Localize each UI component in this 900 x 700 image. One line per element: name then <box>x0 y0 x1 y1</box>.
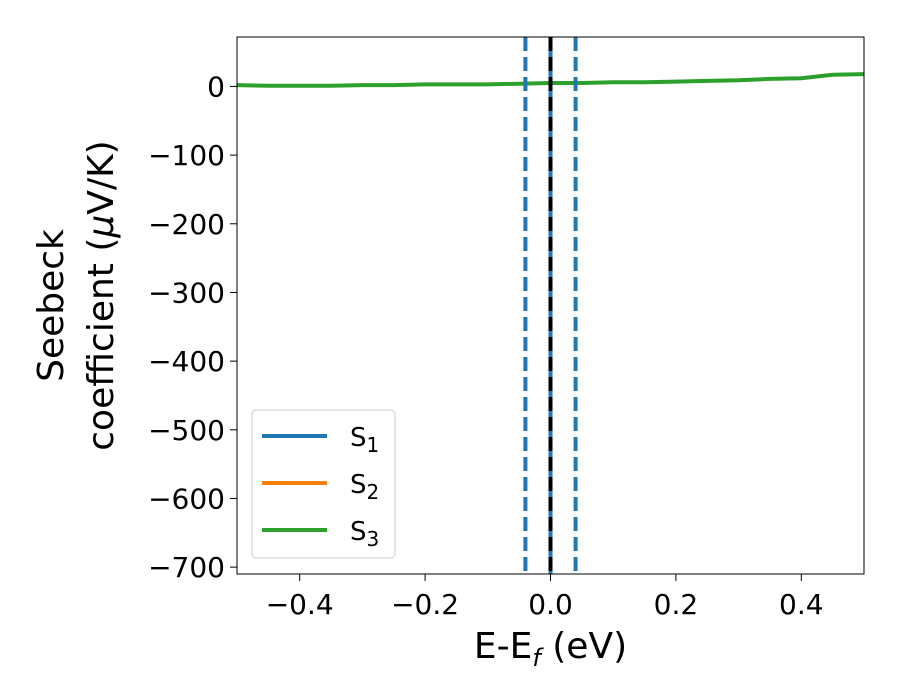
reference-lines <box>523 37 578 574</box>
y-axis-label-unit: V/K) <box>81 140 122 214</box>
y-tick-label: −700 <box>148 551 225 584</box>
y-axis-label-line2: coefficient (μV/K) <box>81 140 122 450</box>
legend: S1 S2 S3 <box>251 409 396 559</box>
x-tick-label: 0.4 <box>779 588 824 621</box>
y-tick-label: 0 <box>207 70 225 103</box>
y-axis-ticks: 0 −100 −200 −300 −400 −500 −600 −700 <box>148 70 237 584</box>
y-tick-label: −200 <box>148 208 225 241</box>
y-axis-label: Seebeck coefficient (μV/K) <box>31 140 122 450</box>
x-axis-label-unit: (eV) <box>541 626 627 667</box>
legend-label-s2: S2 <box>350 470 379 504</box>
y-axis-label-text: coefficient ( <box>81 238 122 451</box>
plot-area <box>236 36 865 575</box>
y-tick-label: −100 <box>148 139 225 172</box>
x-tick-label: −0.4 <box>266 588 334 621</box>
x-axis-ticks: −0.4 −0.2 0.0 0.2 0.4 <box>266 574 824 621</box>
x-axis-label: E-Ef (eV) <box>474 626 627 672</box>
x-axis-label-main: E-E <box>474 626 532 667</box>
y-tick-label: −600 <box>148 482 225 515</box>
y-tick-label: −300 <box>148 276 225 309</box>
y-axis-label-mu: μ <box>81 215 122 239</box>
x-tick-label: 0.0 <box>528 588 573 621</box>
y-tick-label: −400 <box>148 345 225 378</box>
legend-label-s3: S3 <box>350 517 379 551</box>
y-tick-label: −500 <box>148 414 225 447</box>
legend-label-s1: S1 <box>350 423 379 457</box>
x-tick-label: 0.2 <box>654 588 699 621</box>
legend-items: S1 S2 S3 <box>262 423 379 551</box>
y-axis-label-line1: Seebeck <box>31 229 72 382</box>
x-tick-label: −0.2 <box>391 588 459 621</box>
